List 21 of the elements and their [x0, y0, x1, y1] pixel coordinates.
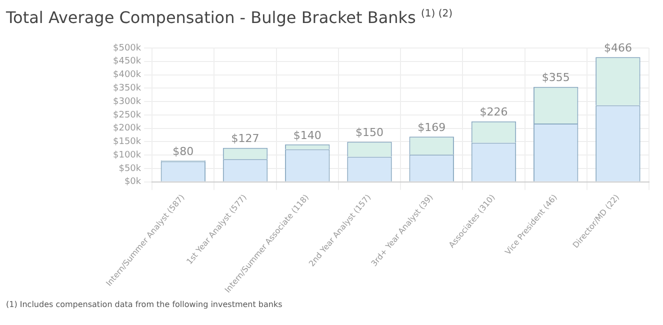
y-tick-label: $200k — [112, 124, 142, 134]
total-label: $466 — [604, 41, 632, 54]
total-label: $226 — [480, 106, 508, 119]
text: (1) Includes compensation data from the following investment banks — [6, 300, 284, 309]
y-tick-label: $50k — [118, 164, 142, 174]
total-label: $169 — [418, 121, 446, 134]
y-tick-label: $450k — [112, 56, 142, 67]
y-tick-label: $0k — [124, 177, 142, 188]
y-tick-label: $250k — [112, 110, 142, 120]
total-label: $355 — [542, 71, 570, 84]
y-tick-label: $500k — [112, 43, 142, 54]
y-tick-label: $300k — [112, 96, 142, 107]
y-tick-label: $150k — [112, 137, 142, 148]
total-label: $140 — [293, 128, 322, 142]
chart-title: Total Average Compensation - Bulge Bracket Banks $^{(1) (2)}$ — [6, 8, 452, 27]
total-label: $80 — [172, 144, 194, 158]
y-tick-label: $350k — [112, 84, 142, 94]
y-tick-label: $400k — [112, 70, 142, 80]
total-label: $127 — [231, 132, 260, 146]
y-tick-label: $100k — [112, 150, 142, 160]
total-label: $150 — [356, 126, 384, 140]
